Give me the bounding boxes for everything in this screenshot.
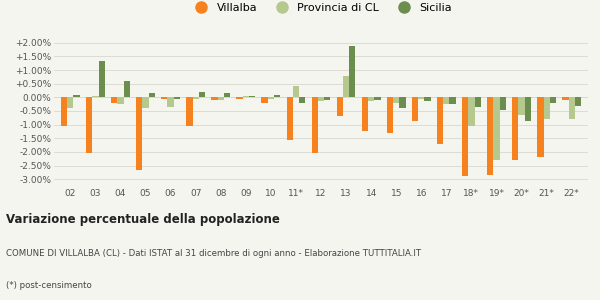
Bar: [537, 98, 544, 158]
Bar: [349, 46, 355, 98]
Bar: [387, 98, 393, 133]
Bar: [262, 98, 268, 103]
Bar: [299, 98, 305, 103]
Bar: [92, 96, 98, 98]
Bar: [124, 81, 130, 98]
Bar: [437, 98, 443, 144]
Bar: [73, 94, 80, 98]
Bar: [443, 98, 449, 104]
Bar: [462, 98, 468, 176]
Bar: [287, 98, 293, 140]
Bar: [186, 98, 193, 126]
Bar: [249, 96, 255, 98]
Bar: [218, 98, 224, 100]
Bar: [161, 98, 167, 99]
Bar: [475, 98, 481, 107]
Bar: [362, 98, 368, 131]
Bar: [493, 98, 500, 160]
Bar: [562, 98, 569, 100]
Text: Variazione percentuale della popolazione: Variazione percentuale della popolazione: [6, 214, 280, 226]
Bar: [368, 98, 374, 101]
Bar: [211, 98, 218, 100]
Bar: [149, 93, 155, 98]
Bar: [318, 98, 324, 101]
Bar: [118, 98, 124, 104]
Legend: Villalba, Provincia di CL, Sicilia: Villalba, Provincia di CL, Sicilia: [187, 0, 455, 16]
Bar: [224, 93, 230, 98]
Bar: [98, 61, 105, 98]
Bar: [86, 98, 92, 153]
Bar: [424, 98, 431, 101]
Bar: [468, 98, 475, 126]
Bar: [193, 98, 199, 99]
Bar: [487, 98, 493, 175]
Bar: [199, 92, 205, 98]
Bar: [174, 98, 180, 99]
Bar: [518, 98, 524, 115]
Text: COMUNE DI VILLALBA (CL) - Dati ISTAT al 31 dicembre di ogni anno - Elaborazione : COMUNE DI VILLALBA (CL) - Dati ISTAT al …: [6, 250, 421, 259]
Bar: [111, 98, 118, 103]
Text: (*) post-censimento: (*) post-censimento: [6, 281, 92, 290]
Bar: [236, 98, 242, 99]
Bar: [324, 98, 331, 100]
Bar: [136, 98, 142, 170]
Bar: [544, 98, 550, 119]
Bar: [400, 98, 406, 108]
Bar: [311, 98, 318, 153]
Bar: [550, 98, 556, 103]
Bar: [167, 98, 174, 107]
Bar: [393, 98, 400, 103]
Bar: [512, 98, 518, 160]
Bar: [268, 98, 274, 99]
Bar: [500, 98, 506, 110]
Bar: [293, 86, 299, 98]
Bar: [524, 98, 531, 121]
Bar: [67, 98, 73, 108]
Bar: [449, 98, 456, 104]
Bar: [274, 94, 280, 98]
Bar: [242, 96, 249, 98]
Bar: [374, 98, 380, 100]
Bar: [343, 76, 349, 98]
Bar: [412, 98, 418, 121]
Bar: [61, 98, 67, 126]
Bar: [418, 98, 424, 99]
Bar: [337, 98, 343, 116]
Bar: [569, 98, 575, 119]
Bar: [142, 98, 149, 108]
Bar: [575, 98, 581, 106]
